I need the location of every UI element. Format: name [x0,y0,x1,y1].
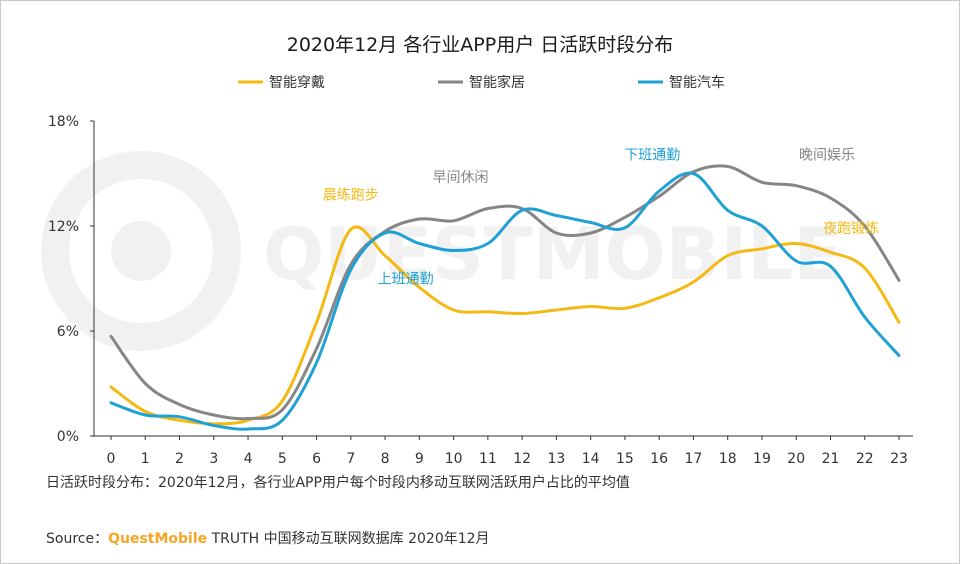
legend-label-1: 智能穿戴 [269,75,325,91]
x-tick-label: 20 [787,451,805,467]
y-tick-label: 12% [48,219,79,235]
x-tick-label: 19 [753,451,771,467]
x-tick-label: 3 [209,451,218,467]
x-tick-label: 8 [381,451,390,467]
x-tick-label: 18 [719,451,737,467]
chart-note: 日活跃时段分布：2020年12月，各行业APP用户每个时段内移动互联网活跃用户占… [46,475,630,491]
annotation-5: 晚间娱乐 [799,147,855,163]
x-tick-label: 13 [547,451,565,467]
legend: 智能穿戴 智能家居 智能汽车 [238,74,725,91]
x-tick-label: 15 [616,451,634,467]
x-tick-label: 7 [346,451,355,467]
x-tick-label: 4 [244,451,253,467]
x-tick-label: 11 [479,451,497,467]
x-tick-label: 1 [141,451,150,467]
y-tick-label: 6% [57,324,79,340]
source-line: Source：QuestMobile TRUTH 中国移动互联网数据库 2020… [46,528,490,548]
annotation-2: 早间休闲 [432,170,488,186]
x-tick-label: 9 [415,451,424,467]
x-tick-label: 17 [685,451,703,467]
annotation-4: 下班通勤 [624,147,680,163]
axes: 0%6%12%18%0 1 2 3 4 5 6 7 8 9 10 11 12 13 14 15 16 17 18 19… [48,114,913,467]
source-brand: QuestMobile [108,531,208,547]
series-line-1 [109,225,901,426]
x-tick-label: 12 [513,451,531,467]
source-prefix: Source： [46,531,109,547]
x-tick-label: 5 [278,451,287,467]
series-layer [109,164,901,431]
series-line-2 [109,164,901,421]
x-tick-label: 16 [650,451,668,467]
source-rest: TRUTH 中国移动互联网数据库 2020年12月 [207,531,490,547]
legend-label-3: 智能汽车 [669,74,725,91]
annotation-6: 夜跑锻炼 [823,221,879,237]
watermark-text: QUESTMOBILE [263,212,842,296]
x-tick-label: 2 [175,451,184,467]
series-line-3 [109,171,901,431]
x-tick-label: 10 [445,451,463,467]
watermark-logo-dot [111,221,171,281]
x-tick-label: 21 [822,451,840,467]
legend-label-2: 智能家居 [469,74,525,91]
x-tick-label: 0 [107,451,116,467]
annotation-3: 上班通勤 [378,272,434,288]
watermark-logo-ring [41,151,241,351]
x-tick-label: 23 [890,451,908,467]
x-tick-label: 14 [582,451,600,467]
y-tick-label: 18% [48,114,79,130]
x-tick-label: 6 [312,451,321,467]
x-tick-label: 22 [856,451,874,467]
y-tick-label: 0% [57,429,79,445]
annotation-1: 晨练跑步 [323,188,379,204]
chart-title: 2020年12月 各行业APP用户 日活跃时段分布 [287,34,674,56]
